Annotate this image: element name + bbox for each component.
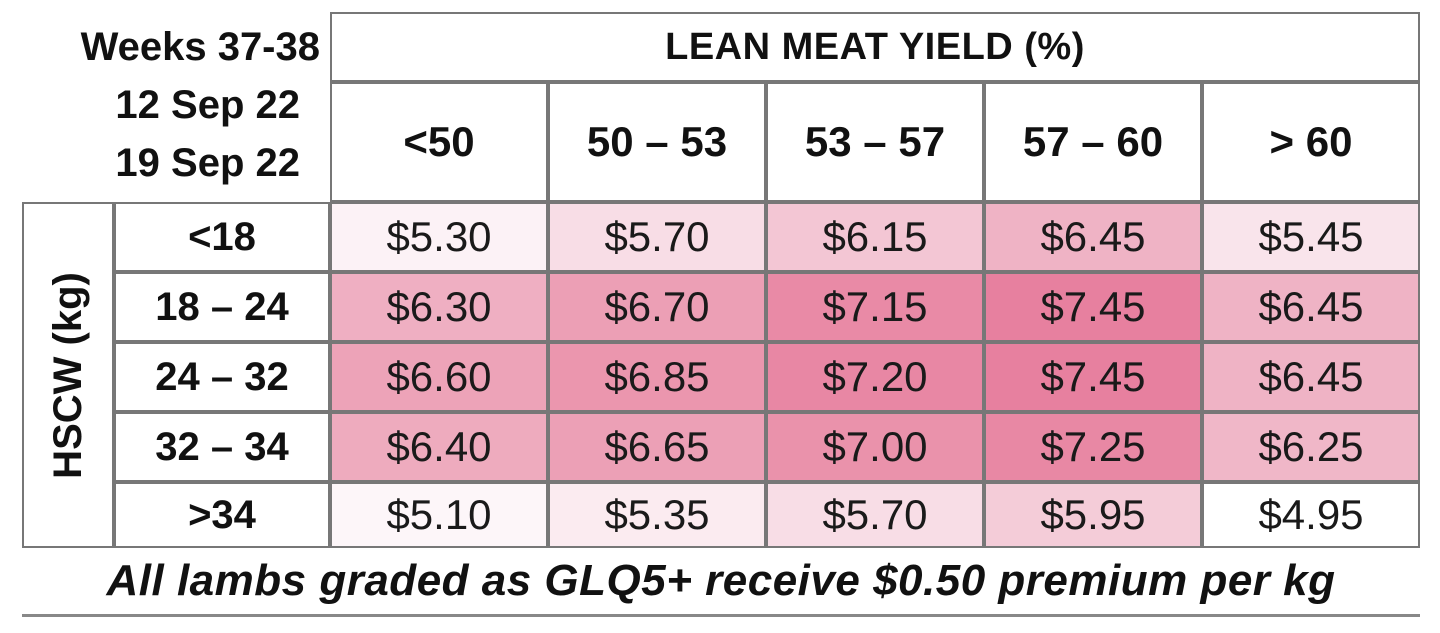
price-cell: $4.95 [1202, 482, 1420, 548]
price-cell: $6.45 [984, 202, 1202, 272]
column-header-50-53: 50 – 53 [548, 82, 766, 202]
footer-divider [22, 614, 1420, 617]
column-header-57-60: 57 – 60 [984, 82, 1202, 202]
price-cell: $5.70 [548, 202, 766, 272]
price-cell: $6.65 [548, 412, 766, 482]
row-header-24-32: 24 – 32 [114, 342, 330, 412]
end-date: 19 Sep 22 [115, 141, 300, 185]
price-cell: $5.30 [330, 202, 548, 272]
price-cell: $6.60 [330, 342, 548, 412]
row-header-32-34: 32 – 34 [114, 412, 330, 482]
price-cell: $7.45 [984, 342, 1202, 412]
hscw-label-text: HSCW (kg) [45, 271, 90, 479]
price-cell: $5.10 [330, 482, 548, 548]
lean-meat-yield-header: LEAN MEAT YIELD (%) [330, 12, 1420, 82]
week-range: Weeks 37-38 [80, 25, 320, 69]
price-cell: $7.15 [766, 272, 984, 342]
price-cell: $5.70 [766, 482, 984, 548]
price-cell: $6.85 [548, 342, 766, 412]
price-cell: $5.35 [548, 482, 766, 548]
price-cell: $7.45 [984, 272, 1202, 342]
column-header-lt50: <50 [330, 82, 548, 202]
price-cell: $6.30 [330, 272, 548, 342]
start-date: 12 Sep 22 [115, 83, 300, 127]
price-cell: $6.15 [766, 202, 984, 272]
price-cell: $6.40 [330, 412, 548, 482]
price-cell: $6.45 [1202, 342, 1420, 412]
column-header-gt60: > 60 [1202, 82, 1420, 202]
row-header-lt18: <18 [114, 202, 330, 272]
row-header-18-24: 18 – 24 [114, 272, 330, 342]
premium-footnote: All lambs graded as GLQ5+ receive $0.50 … [106, 556, 1336, 605]
week-date-block: Weeks 37-38 12 Sep 22 19 Sep 22 [22, 12, 330, 202]
hscw-axis-label: HSCW (kg) [22, 202, 114, 548]
price-cell: $5.95 [984, 482, 1202, 548]
price-cell: $7.20 [766, 342, 984, 412]
price-cell: $6.45 [1202, 272, 1420, 342]
column-header-53-57: 53 – 57 [766, 82, 984, 202]
price-cell: $7.25 [984, 412, 1202, 482]
row-header-gt34: >34 [114, 482, 330, 548]
price-grid: Weeks 37-38 12 Sep 22 19 Sep 22 LEAN MEA… [22, 12, 1420, 548]
price-cell: $5.45 [1202, 202, 1420, 272]
price-cell: $7.00 [766, 412, 984, 482]
price-cell: $6.70 [548, 272, 766, 342]
price-cell: $6.25 [1202, 412, 1420, 482]
